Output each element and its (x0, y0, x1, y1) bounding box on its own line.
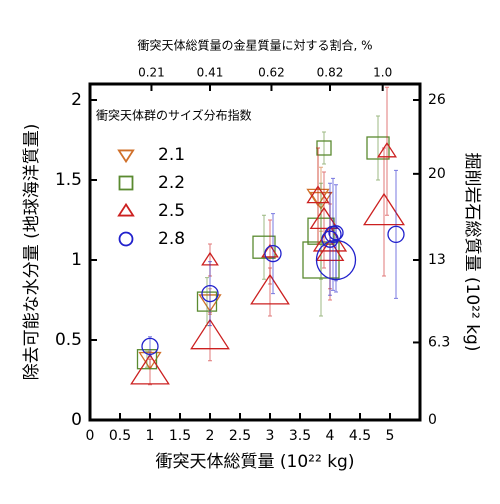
x2-tick-label: 0.82 (317, 66, 344, 80)
marker (264, 244, 282, 263)
marker (363, 192, 405, 226)
marker (309, 206, 339, 230)
y-tick-label: 0.5 (55, 330, 82, 350)
y-tick-label: 2 (71, 90, 82, 110)
marker (252, 235, 276, 259)
error-bar (262, 214, 266, 280)
error-bar (376, 115, 380, 181)
error-bar (382, 147, 386, 277)
y2-tick-label: 6.3 (428, 334, 450, 350)
y2-axis-label: 掘削岩石総質量 (10²² kg) (462, 153, 482, 352)
marker (366, 136, 390, 160)
legend-marker (117, 149, 135, 164)
y2-tick-label: 13 (428, 252, 446, 268)
marker (141, 337, 159, 356)
error-bar (385, 86, 389, 216)
x-tick-label: 5 (386, 428, 395, 444)
marker (136, 349, 158, 370)
legend-label: 2.5 (158, 201, 185, 221)
marker (190, 318, 230, 350)
error-bar (334, 227, 338, 293)
legend-label: 2.2 (158, 173, 185, 193)
legend-label: 2.1 (158, 145, 185, 165)
legend-marker (118, 231, 134, 247)
y2-tick-label: 0 (428, 412, 437, 428)
error-bar (148, 336, 152, 357)
error-bar (322, 131, 326, 165)
legend-title: 衝突天体群のサイズ分布指数 (96, 108, 252, 123)
y-tick-label: 0 (71, 410, 82, 430)
x2-tick-label: 0.21 (138, 66, 165, 80)
error-bar (394, 169, 398, 299)
y-tick-label: 1.5 (55, 170, 82, 190)
marker (201, 284, 219, 303)
error-bar (148, 358, 152, 386)
x-tick-label: 1 (146, 428, 155, 444)
marker (261, 243, 279, 258)
top-axis-title: 衝突天体総質量の金星質量に対する割合, % (137, 38, 372, 53)
x-tick-label: 1.5 (169, 428, 191, 444)
marker (315, 239, 357, 281)
marker (377, 142, 397, 158)
error-bar (316, 147, 320, 245)
x-tick-label: 0.5 (109, 428, 131, 444)
x2-tick-label: 1.0 (373, 66, 392, 80)
y2-tick-label: 26 (428, 92, 446, 108)
x-tick-label: 4 (326, 428, 335, 444)
x-tick-label: 3 (266, 428, 275, 444)
y-tick-label: 1 (71, 250, 82, 270)
x-tick-label: 0 (86, 428, 95, 444)
y-axis-label: 除去可能な水分量 (地球海洋質量) (22, 124, 42, 381)
x2-tick-label: 0.62 (258, 66, 285, 80)
x-tick-label: 2.5 (229, 428, 251, 444)
marker (306, 185, 330, 204)
x-axis-label: 衝突天体総質量 (10²² kg) (156, 452, 355, 472)
error-bar (331, 177, 335, 291)
x2-tick-label: 0.41 (197, 66, 224, 80)
error-bar (208, 261, 212, 327)
error-bar (271, 213, 275, 295)
error-bar (328, 182, 332, 296)
error-bar (322, 171, 326, 269)
legend-marker (117, 202, 135, 217)
y2-tick-label: 20 (428, 166, 446, 182)
error-bar (268, 219, 272, 285)
plot-frame (88, 82, 422, 422)
legend-marker (118, 175, 134, 191)
legend-label: 2.8 (158, 229, 185, 249)
marker (250, 273, 290, 305)
x-tick-label: 4.5 (349, 428, 371, 444)
x-tick-label: 2 (206, 428, 215, 444)
marker (307, 217, 335, 245)
marker (130, 353, 170, 385)
x-tick-label: 3.5 (289, 428, 311, 444)
marker (387, 225, 405, 244)
marker (196, 291, 218, 312)
error-bar (319, 182, 323, 280)
